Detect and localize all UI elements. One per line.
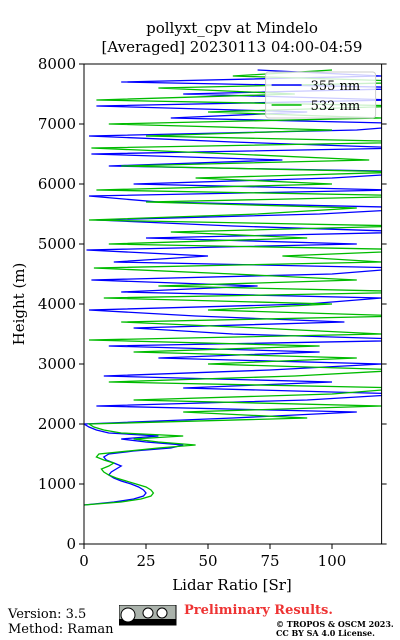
y-tick-label: 1000 <box>38 475 76 493</box>
x-axis-label: Lidar Ratio [Sr] <box>172 576 292 594</box>
legend-box <box>265 71 377 119</box>
copyright: © TROPOS & OSCM 2023. <box>276 619 394 629</box>
legend-label: 355 nm <box>311 79 361 94</box>
cc-badge <box>119 605 177 626</box>
x-tick-label: 100 <box>318 552 347 570</box>
chart-title: pollyxt_cpv at Mindelo <box>146 19 318 37</box>
version: Version: 3.5 <box>8 607 87 622</box>
method: Method: Raman <box>8 622 114 637</box>
y-tick-label: 2000 <box>38 415 76 433</box>
legend-label: 532 nm <box>311 99 361 114</box>
y-tick-label: 0 <box>66 535 76 553</box>
y-tick-label: 6000 <box>38 175 76 193</box>
y-tick-label: 5000 <box>38 235 76 253</box>
chart-subtitle: [Averaged] 20230113 04:00-04:59 <box>102 38 363 56</box>
notice: Preliminary Results. <box>184 603 333 618</box>
x-tick-label: 25 <box>136 552 155 570</box>
y-axis-label: Height (m) <box>10 263 28 346</box>
x-tick-label: 75 <box>260 552 279 570</box>
y-tick-label: 8000 <box>38 55 76 73</box>
chart: pollyxt_cpv at Mindelo [Averaged] 202301… <box>10 19 387 594</box>
y-tick-label: 4000 <box>38 295 76 313</box>
y-tick-label: 7000 <box>38 115 76 133</box>
data-line <box>84 69 382 506</box>
legend: 355 nm 532 nm <box>265 71 377 119</box>
x-tick-label: 0 <box>79 552 89 570</box>
axes: 0 25 50 75 100010002000300040005000600070008… <box>38 55 387 570</box>
plot-frame <box>83 63 383 545</box>
license: CC BY SA 4.0 License. <box>276 628 375 638</box>
plot-lines <box>84 69 382 506</box>
y-tick-label: 3000 <box>38 355 76 373</box>
x-tick-label: 50 <box>198 552 217 570</box>
